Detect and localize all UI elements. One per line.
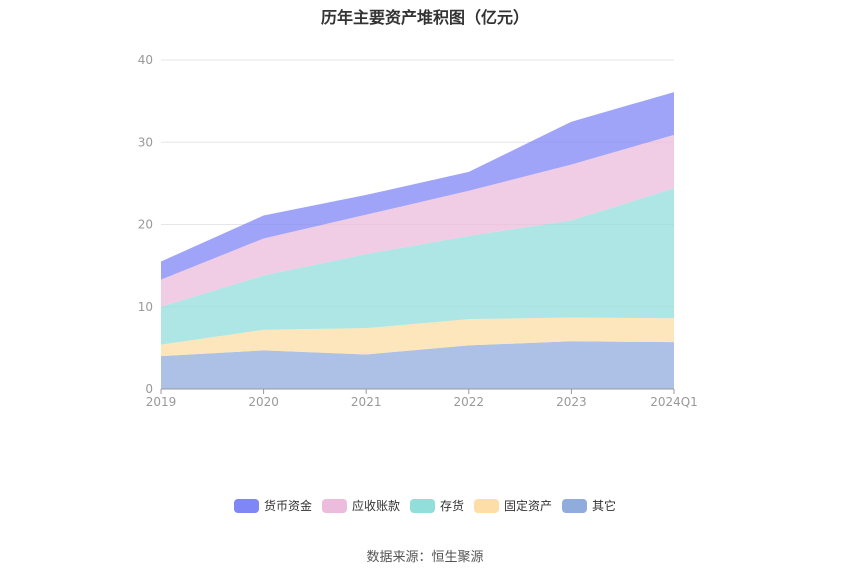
area-其它 — [161, 341, 674, 389]
legend: 货币资金 应收账款 存货 固定资产 其它 — [0, 497, 850, 514]
stacked-area-chart: 0 10 20 30 40 2019 2020 2021 2022 2023 2024Q1 — [138, 53, 698, 409]
area-存货 — [161, 188, 674, 345]
area-应收账款 — [161, 134, 674, 307]
area-货币资金 — [161, 92, 674, 280]
y-tick-label: 10 — [138, 300, 153, 314]
data-source: 数据来源：恒生聚源 — [366, 550, 484, 565]
chart-title: 历年主要资产堆积图（亿元） — [320, 8, 529, 27]
area-固定资产 — [161, 317, 674, 357]
legend-item[interactable]: 存货 — [409, 497, 464, 514]
legend-label: 其它 — [592, 499, 617, 513]
x-tick-label: 2020 — [248, 395, 279, 409]
legend-swatch — [321, 498, 347, 513]
legend-item[interactable]: 其它 — [562, 497, 616, 514]
legend-label: 固定资产 — [504, 499, 553, 513]
legend-label: 存货 — [439, 499, 464, 513]
x-tick-label: 2022 — [454, 395, 485, 409]
axes: 0 10 20 30 40 2019 2020 2021 2022 2023 2024Q1 — [138, 53, 698, 409]
legend-swatch — [409, 498, 435, 513]
legend-label: 应收账款 — [351, 499, 400, 513]
area-series — [161, 92, 674, 389]
legend-swatch — [474, 498, 499, 513]
y-tick-label: 40 — [138, 53, 153, 67]
legend-swatch — [233, 498, 259, 513]
legend-label: 货币资金 — [263, 499, 312, 513]
y-tick-label: 0 — [145, 382, 153, 396]
x-tick-label: 2023 — [556, 395, 587, 409]
x-tick-label: 2019 — [146, 395, 177, 409]
legend-item[interactable]: 货币资金 — [233, 497, 312, 514]
legend-item[interactable]: 应收账款 — [321, 497, 400, 514]
legend-swatch — [562, 498, 588, 513]
x-tick-label: 2024Q1 — [650, 395, 698, 409]
legend-item[interactable]: 固定资产 — [474, 497, 552, 514]
y-tick-label: 30 — [138, 135, 153, 149]
x-tick-label: 2021 — [351, 395, 382, 409]
y-tick-label: 20 — [138, 218, 153, 232]
